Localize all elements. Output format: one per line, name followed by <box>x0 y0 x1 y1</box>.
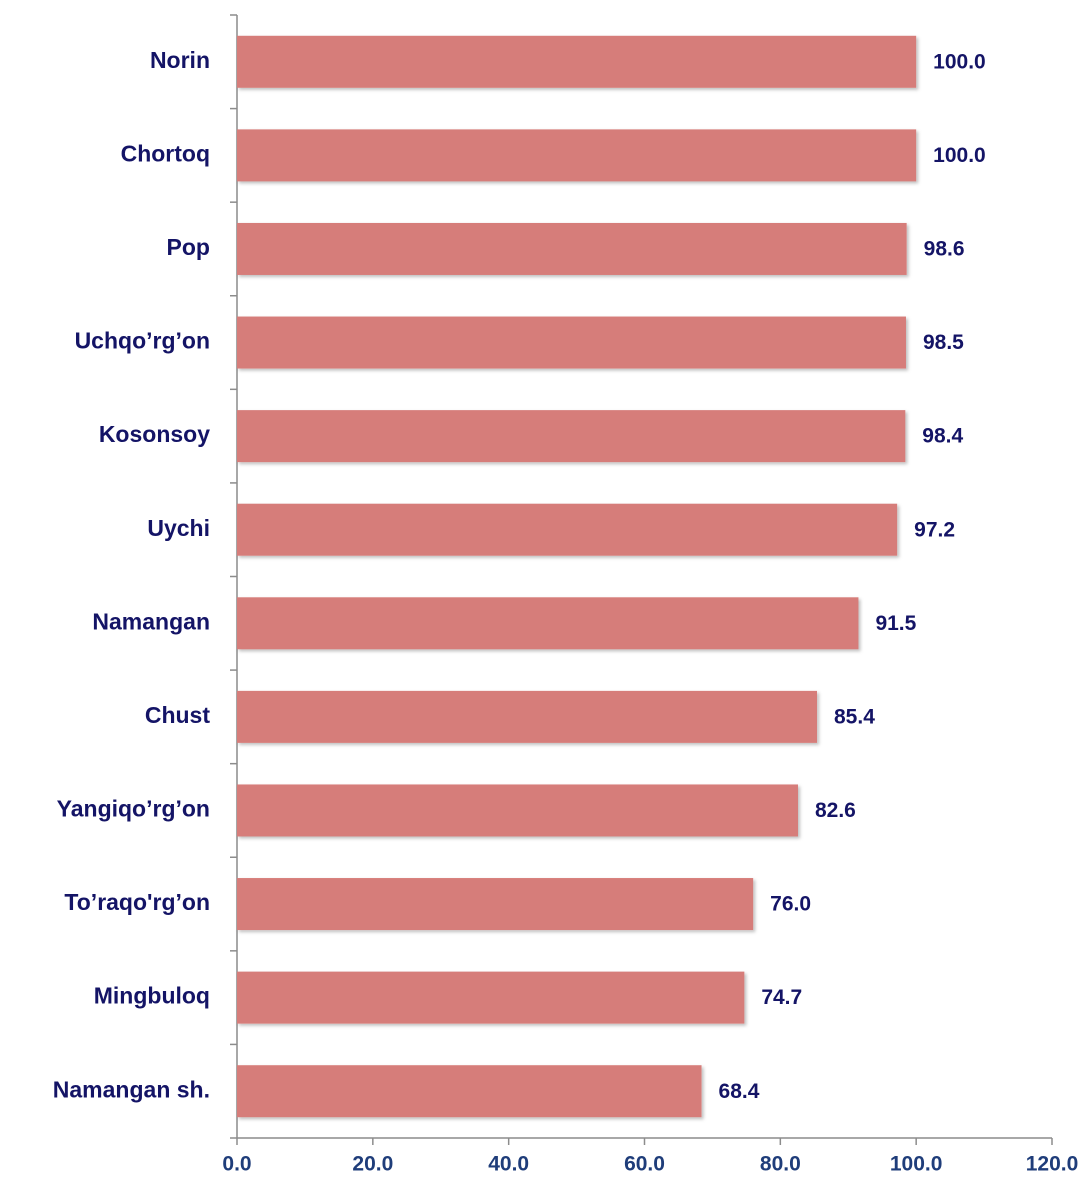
x-tick-label: 100.0 <box>890 1153 943 1176</box>
bar <box>237 35 917 88</box>
category-label: Uchqo’rg’on <box>75 328 210 354</box>
category-label: Uychi <box>147 515 210 541</box>
bar <box>237 597 859 650</box>
value-label: 68.4 <box>719 1080 760 1103</box>
x-tick-label: 120.0 <box>1026 1153 1079 1176</box>
category-label: Namangan <box>92 608 210 634</box>
x-tick-label: 0.0 <box>222 1153 251 1176</box>
category-label: Namangan sh. <box>53 1076 210 1102</box>
category-label: To’raqo'rg’on <box>64 889 210 915</box>
x-tick-label: 40.0 <box>488 1153 529 1176</box>
bar <box>237 878 754 931</box>
value-label: 97.2 <box>914 518 955 541</box>
category-label: Pop <box>167 234 210 260</box>
category-label: Chortoq <box>121 140 210 166</box>
category-label: Kosonsoy <box>99 421 210 447</box>
category-label: Yangiqo’rg’on <box>57 796 210 822</box>
value-label: 76.0 <box>770 893 811 916</box>
value-label: 100.0 <box>933 50 986 73</box>
value-label: 98.4 <box>922 425 963 448</box>
value-label: 82.6 <box>815 799 856 822</box>
bar <box>237 784 798 837</box>
bar <box>237 129 917 182</box>
value-label: 98.6 <box>924 238 965 261</box>
bar <box>237 971 745 1024</box>
category-label: Mingbuloq <box>94 983 210 1009</box>
bar <box>237 690 818 743</box>
bar <box>237 410 906 463</box>
bar <box>237 316 906 369</box>
value-label: 85.4 <box>834 705 875 728</box>
x-tick-label: 60.0 <box>624 1153 665 1176</box>
bar <box>237 503 898 556</box>
value-label: 100.0 <box>933 144 986 167</box>
value-label: 74.7 <box>761 986 802 1009</box>
x-tick-label: 80.0 <box>760 1153 801 1176</box>
value-label: 98.5 <box>923 331 964 354</box>
value-label: 91.5 <box>875 612 916 635</box>
bar <box>237 222 907 275</box>
x-tick-label: 20.0 <box>352 1153 393 1176</box>
category-label: Norin <box>150 47 210 73</box>
bar <box>237 1065 702 1118</box>
category-label: Chust <box>145 702 211 728</box>
